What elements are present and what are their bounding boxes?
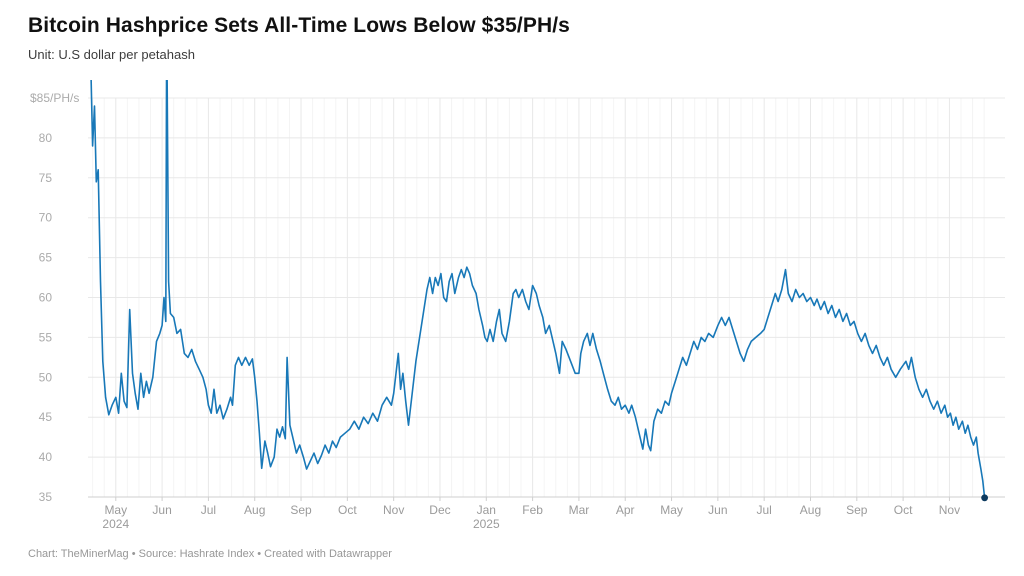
hashprice-line-chart: 35 40 45 50 55 60 65 70 75 80 $85/PH/s May Jun Jul Aug… [30, 80, 1005, 531]
svg-text:Nov: Nov [383, 503, 404, 517]
chart-attribution: Chart: TheMinerMag • Source: Hashrate In… [28, 548, 392, 560]
svg-text:50: 50 [39, 370, 53, 384]
svg-text:Apr: Apr [616, 503, 635, 517]
svg-text:Oct: Oct [338, 503, 357, 517]
svg-text:80: 80 [39, 131, 53, 145]
svg-text:May: May [104, 503, 127, 517]
svg-text:Mar: Mar [569, 503, 590, 517]
svg-text:Jul: Jul [201, 503, 216, 517]
svg-text:55: 55 [39, 330, 53, 344]
svg-text:70: 70 [39, 211, 53, 225]
svg-text:35: 35 [39, 490, 53, 504]
svg-text:Jul: Jul [756, 503, 771, 517]
chart-subtitle: Unit: U.S dollar per petahash [28, 47, 195, 62]
svg-text:Nov: Nov [939, 503, 960, 517]
svg-text:Oct: Oct [894, 503, 913, 517]
svg-text:40: 40 [39, 450, 53, 464]
svg-text:45: 45 [39, 410, 53, 424]
svg-text:Jun: Jun [152, 503, 171, 517]
svg-text:Aug: Aug [244, 503, 265, 517]
svg-text:2025: 2025 [473, 517, 500, 531]
svg-text:Jan: Jan [477, 503, 496, 517]
svg-text:Sep: Sep [846, 503, 868, 517]
svg-text:75: 75 [39, 171, 53, 185]
svg-text:65: 65 [39, 251, 53, 265]
svg-text:Jun: Jun [708, 503, 727, 517]
svg-text:2024: 2024 [102, 517, 129, 531]
svg-text:Feb: Feb [522, 503, 543, 517]
svg-text:Aug: Aug [800, 503, 821, 517]
svg-text:60: 60 [39, 291, 53, 305]
svg-text:Dec: Dec [429, 503, 450, 517]
svg-text:Sep: Sep [290, 503, 312, 517]
svg-text:$85/PH/s: $85/PH/s [30, 91, 79, 105]
svg-text:May: May [660, 503, 683, 517]
chart-title: Bitcoin Hashprice Sets All-Time Lows Bel… [28, 14, 570, 37]
